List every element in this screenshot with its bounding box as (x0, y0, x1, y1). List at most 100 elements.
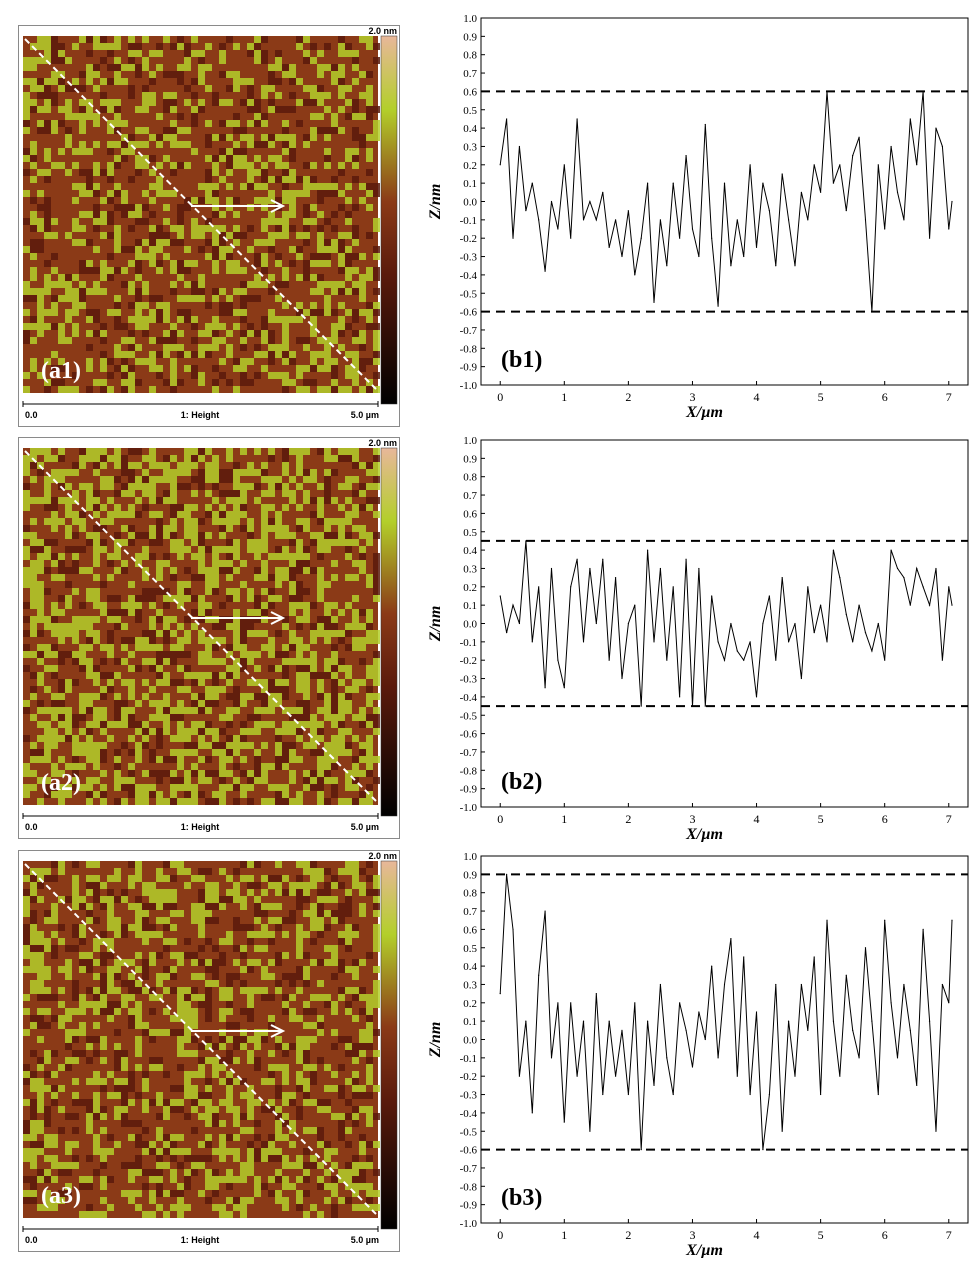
y-tick-label: 0.1 (463, 178, 477, 190)
profile-point (557, 228, 559, 230)
profile-point (499, 164, 501, 166)
profile-point (717, 305, 719, 307)
profile-point (762, 182, 764, 184)
y-tick-label: 0.6 (463, 508, 477, 520)
profile-point (935, 567, 937, 570)
x-tick-label: 1 (561, 1228, 567, 1242)
profile-point (576, 1075, 578, 1077)
channel-label: 1: Height (181, 822, 220, 832)
profile-point (614, 1075, 617, 1077)
profile-point (903, 983, 905, 986)
color-scale-bar (380, 35, 398, 405)
profile-path-line (24, 863, 377, 1215)
profile-point (518, 1075, 521, 1077)
profile-path-line (24, 450, 377, 802)
y-tick-label: 0.6 (463, 86, 477, 98)
profile-point (595, 622, 597, 625)
y-tick-label: -0.1 (460, 215, 477, 227)
y-tick-label: -0.1 (460, 637, 477, 649)
channel-label: 1: Height (181, 1235, 220, 1245)
profile-point (775, 983, 777, 986)
profile-point (506, 118, 508, 120)
y-tick-label: -0.4 (460, 270, 478, 282)
chart-svg: 1.0 0.9 0.8 0.7 0.6 0.5 0.4 0.3 0.2 0.1 0.0 -0.1 -0.… (427, 851, 969, 1258)
afm-svg: (a1) 2.0 nm 0.0 1: Height 5.0 µm (22, 26, 398, 420)
profile-point (614, 577, 617, 579)
profile-point (884, 919, 886, 921)
arrow-head-icon (270, 611, 286, 625)
profile-point (704, 1038, 706, 1041)
profile-point (640, 1149, 642, 1151)
profile-point (909, 118, 911, 120)
y-tick-label: 0.7 (463, 68, 477, 80)
profile-point (736, 1075, 738, 1077)
profile-point (871, 311, 873, 313)
y-tick-label: 1.0 (463, 851, 477, 863)
profile-point (807, 1029, 809, 1031)
profile-point (518, 145, 521, 148)
profile-point (525, 1020, 527, 1022)
profile-point (653, 1084, 655, 1086)
profile-point (941, 145, 943, 148)
profile-point (928, 604, 931, 606)
profile-point (813, 632, 815, 634)
profile-point (832, 1020, 835, 1022)
profile-point (941, 983, 943, 986)
profile-point (531, 1112, 533, 1114)
profile-point (730, 622, 732, 625)
profile-point (852, 1029, 854, 1031)
x-tick-label: 4 (754, 390, 760, 404)
x-tick-label: 2 (625, 1228, 631, 1242)
profile-point (768, 595, 770, 597)
profile-point (691, 228, 694, 230)
afm-texture (23, 448, 380, 805)
profile-point (698, 567, 700, 570)
profile-point (679, 237, 681, 239)
profile-point (736, 650, 738, 652)
profile-point (563, 164, 565, 166)
y-tick-label: 1.0 (463, 435, 477, 447)
y-tick-label: 0.6 (463, 924, 477, 936)
y-tick-label: -0.5 (460, 710, 478, 722)
profile-point (589, 200, 591, 203)
profile-point (948, 228, 950, 230)
profile-point (839, 1075, 841, 1077)
profile-point (704, 705, 706, 707)
y-tick-label: -0.7 (460, 1163, 478, 1175)
profile-point (582, 641, 585, 643)
x-tick-label: 2 (625, 812, 631, 826)
profile-point (544, 270, 546, 272)
profile-point (653, 641, 655, 643)
profile-chart-b2: 1.0 0.9 0.8 0.7 0.6 0.5 0.4 0.3 0.2 0.1 0.0 -0.1 -0.… (418, 427, 973, 842)
y-tick-label: -0.4 (460, 692, 478, 704)
profile-point (864, 219, 867, 221)
profile-point (781, 1130, 783, 1132)
profile-point (871, 1020, 873, 1022)
profile-point (666, 265, 668, 267)
profile-point (743, 956, 745, 958)
scan-start-label: 0.0 (25, 822, 38, 832)
profile-point (531, 641, 533, 643)
profile-point (544, 687, 546, 689)
profile-point (858, 136, 860, 138)
scale-max-label: 2.0 nm (368, 851, 397, 861)
profile-point (679, 696, 681, 698)
profile-point (884, 659, 886, 661)
profile-chart-b3: 1.0 0.9 0.8 0.7 0.6 0.5 0.4 0.3 0.2 0.1 0.0 -0.1 -0.… (418, 843, 973, 1258)
profile-point (800, 677, 802, 680)
y-tick-label: 0.1 (463, 600, 477, 612)
profile-point (813, 956, 815, 958)
x-tick-label: 3 (689, 1228, 695, 1242)
y-tick-label: 0.2 (463, 998, 477, 1010)
y-tick-label: -0.2 (460, 1071, 477, 1083)
x-tick-label: 0 (497, 1228, 503, 1242)
profile-point (518, 622, 521, 625)
y-tick-label: 0.0 (463, 197, 477, 209)
profile-point (852, 155, 854, 157)
profile-point (723, 983, 726, 986)
y-tick-label: 0.2 (463, 582, 477, 594)
profile-point (781, 173, 783, 175)
x-axis-label: X/µm (685, 826, 723, 842)
profile-point (781, 577, 783, 579)
profile-point (640, 237, 642, 239)
